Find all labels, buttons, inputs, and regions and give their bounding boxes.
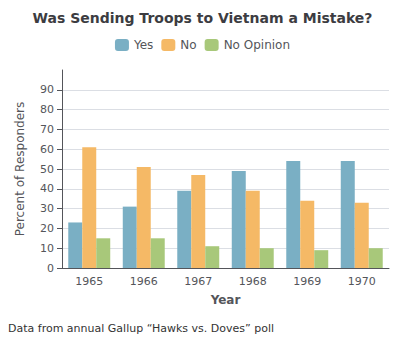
svg-text:60: 60 [40, 143, 54, 156]
svg-text:30: 30 [40, 202, 54, 215]
svg-text:Was Sending Troops to Vietnam: Was Sending Troops to Vietnam a Mistake? [33, 10, 373, 26]
svg-text:No: No [180, 38, 196, 52]
svg-text:90: 90 [40, 83, 54, 96]
svg-text:Percent of Responders: Percent of Responders [13, 102, 27, 237]
svg-text:1968: 1968 [239, 275, 267, 288]
svg-text:80: 80 [40, 103, 54, 116]
svg-text:1969: 1969 [293, 275, 321, 288]
svg-text:1966: 1966 [130, 275, 158, 288]
svg-text:0: 0 [47, 262, 54, 275]
svg-text:10: 10 [40, 242, 54, 255]
svg-text:1967: 1967 [184, 275, 212, 288]
svg-text:1970: 1970 [348, 275, 376, 288]
svg-text:20: 20 [40, 222, 54, 235]
svg-text:1965: 1965 [75, 275, 103, 288]
svg-text:50: 50 [40, 163, 54, 176]
svg-text:No Opinion: No Opinion [224, 38, 290, 52]
svg-text:Data from annual Gallup “Hawks: Data from annual Gallup “Hawks vs. Doves… [8, 322, 274, 335]
svg-text:70: 70 [40, 123, 54, 136]
svg-text:Year: Year [210, 293, 241, 307]
svg-text:Yes: Yes [133, 38, 153, 52]
svg-text:40: 40 [40, 182, 54, 195]
